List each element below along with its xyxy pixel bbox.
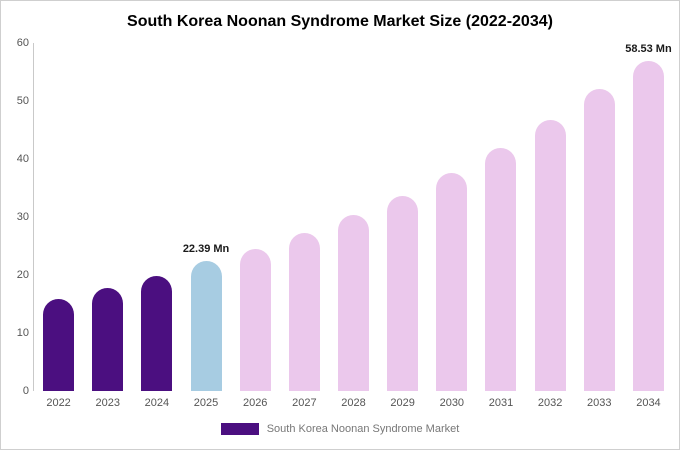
y-axis-tick: 10 [16,327,29,340]
y-axis-tick: 40 [16,153,29,166]
bar-2034[interactable] [632,61,664,391]
x-axis: 2022 2023 2024 2025 2026 2027 2028 2029 2030 2031… [34,397,673,409]
y-axis: 0 10 20 30 40 50 60 [9,37,33,397]
y-axis-tick: 0 [22,385,29,397]
bar-2027[interactable] [288,233,320,391]
y-axis-tick: 30 [16,211,29,223]
bar-column [83,43,132,391]
x-axis-label: 2034 [636,397,661,409]
bar-2033[interactable] [583,89,615,391]
bar-column [329,43,378,391]
bar-2031[interactable] [485,147,517,391]
bar-column [575,43,624,391]
x-axis-label: 2033 [587,397,612,409]
x-axis-label: 2032 [537,397,563,409]
x-axis-label: 2025 [193,397,219,409]
x-axis-label: 2027 [292,397,317,409]
bar-column [132,43,181,391]
bar-2023[interactable] [92,288,124,391]
bar-2030[interactable] [436,172,468,391]
bar-column [526,43,575,391]
x-axis-label: 2031 [488,397,514,409]
bar-column [378,43,427,391]
legend-item[interactable]: South Korea Noonan Syndrome Market [1,423,679,435]
bar-2029[interactable] [387,195,419,391]
bar-2022[interactable] [43,299,75,391]
x-axis-label: 2022 [46,397,71,409]
x-axis-label: 2030 [439,397,465,409]
bar-column: 58.53 Mn [624,43,673,391]
x-axis-label: 2024 [144,397,170,409]
bar-2028[interactable] [338,215,370,391]
x-axis-label: 2028 [341,397,366,409]
bar-column [280,43,329,391]
y-axis-tick: 20 [16,269,29,282]
y-axis-tick: 60 [16,37,29,49]
legend-swatch [220,423,259,435]
bar-2025[interactable] [190,261,222,391]
bar-column [231,43,280,391]
bar-column [476,43,525,391]
bar-column [427,43,476,391]
bar-value-label: 58.53 Mn [625,43,672,55]
plot-area: 22.39 Mn 58.53 Mn [33,43,673,391]
bar-column: 22.39 Mn [181,43,230,391]
x-axis-label: 2023 [95,397,120,409]
y-axis-tick: 50 [16,95,29,107]
chart-body: 0 10 20 30 40 50 60 22.39 Mn 58.53 Mn [9,37,673,397]
chart-title: South Korea Noonan Syndrome Market Size … [127,13,553,30]
x-axis-label: 2029 [390,397,415,409]
bar-column [34,43,83,391]
bar-2024[interactable] [141,276,173,391]
bar-value-label: 22.39 Mn [182,243,230,256]
bar-2032[interactable] [534,120,566,391]
x-axis-label: 2026 [242,397,268,409]
bar-2026[interactable] [239,248,271,391]
legend-label: South Korea Noonan Syndrome Market [266,423,460,435]
